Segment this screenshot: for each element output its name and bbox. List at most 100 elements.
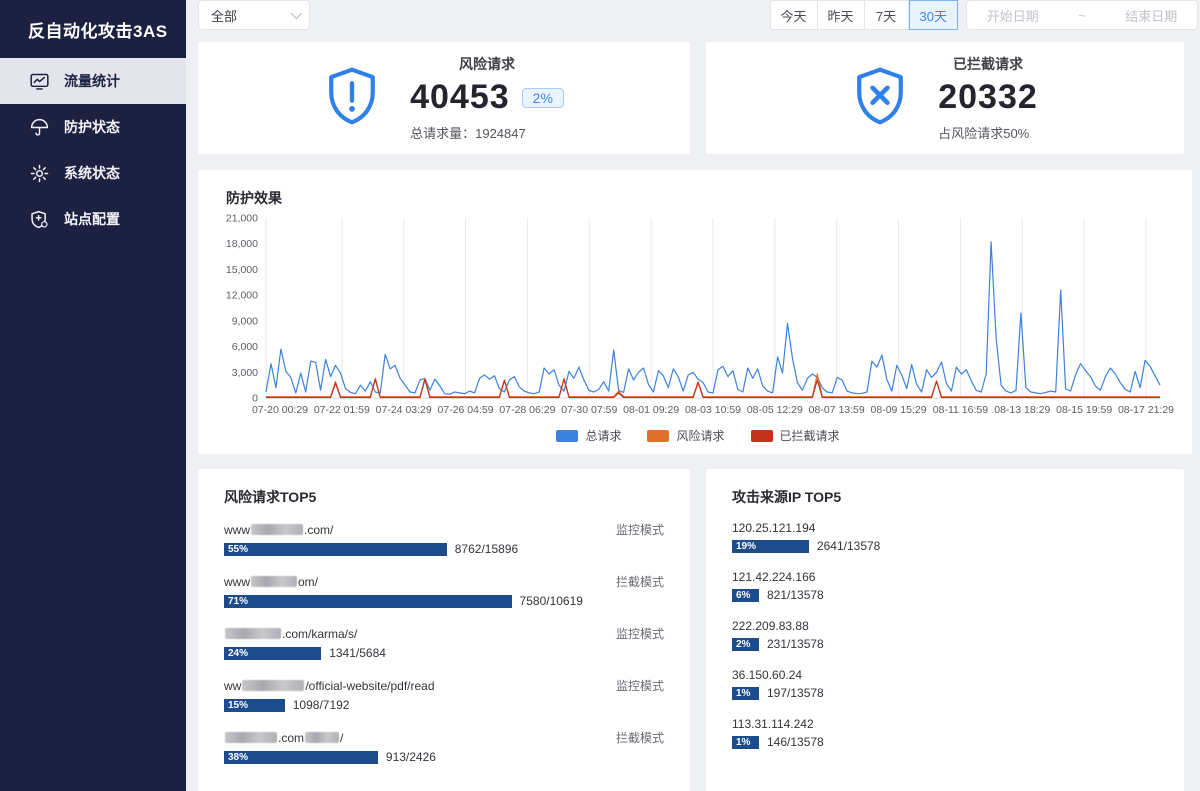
svg-text:08-07 13:59: 08-07 13:59 (809, 404, 865, 416)
chevron-down-icon (290, 7, 303, 20)
date-range-picker[interactable]: 开始日期 ~ 结束日期 (966, 0, 1198, 30)
risk-top5-row: .com/karma/s/监控模式 24% 1341/5684 (224, 625, 664, 660)
risk-requests-value: 40453 (410, 78, 510, 116)
ip-top5-title: 攻击来源IP TOP5 (732, 489, 842, 505)
risk-requests-top5-card: 风险请求TOP5 www .com/监控模式 55% 8762/15896 www om/… (198, 469, 690, 791)
risk-percent-badge: 2% (521, 87, 564, 108)
risk-top5-row: www .com/监控模式 55% 8762/15896 (224, 521, 664, 556)
risk-top5-title: 风险请求TOP5 (224, 489, 317, 505)
svg-text:6,000: 6,000 (232, 341, 258, 353)
svg-text:15,000: 15,000 (226, 264, 258, 276)
risk-requests-title: 风险请求 (459, 56, 515, 72)
request-url: ww/official-website/pdf/read (224, 678, 435, 693)
shield-x-icon (852, 66, 908, 131)
site-filter-select[interactable]: 全部 (198, 0, 310, 30)
redacted-text (225, 628, 281, 639)
protection-mode-label: 监控模式 (615, 523, 664, 537)
site-config-icon (28, 208, 50, 230)
redacted-text (251, 576, 297, 587)
svg-text:07-24 03:29: 07-24 03:29 (376, 404, 432, 416)
ip-count: 2641/13578 (816, 539, 881, 553)
stat-cards-row: 风险请求 40453 2% 总请求量：1924847 已拦截请求 (198, 42, 1192, 154)
line-chart: 0 3,000 6,000 9,000 12,000 15,000 18,000 21,000… (208, 208, 1188, 425)
svg-text:9,000: 9,000 (232, 315, 258, 327)
main-content: 全部 今天 昨天 7天 30天 开始日期 ~ 结束日期 (186, 0, 1200, 791)
protection-mode-label: 拦截模式 (615, 731, 664, 745)
ip-count: 146/13578 (767, 735, 824, 749)
percent-bar: 1% (732, 735, 759, 749)
sidebar-nav: 流量统计防护状态 系统状态站点配置 (0, 58, 186, 242)
redacted-text (242, 680, 305, 691)
ip-count: 197/13578 (767, 686, 824, 700)
request-count: 1098/7192 (292, 698, 350, 712)
risk-requests-body: 风险请求 40453 2% 总请求量：1924847 (410, 54, 564, 142)
svg-text:08-03 10:59: 08-03 10:59 (685, 404, 741, 416)
blocked-requests-card: 已拦截请求 20332 占风险请求50% (706, 42, 1184, 154)
range-button-30天[interactable]: 30天 (908, 0, 958, 30)
sidebar-item-umbrella[interactable]: 防护状态 (0, 104, 186, 150)
legend-item[interactable]: 总请求 (556, 427, 621, 444)
ip-top5-row: 120.25.121.194 19% 2641/13578 (732, 521, 1158, 553)
request-url: .com / (224, 731, 343, 745)
percent-bar: 55% (224, 542, 447, 556)
range-button-今天[interactable]: 今天 (769, 0, 818, 30)
gear-icon (28, 162, 50, 184)
topbar: 全部 今天 昨天 7天 30天 开始日期 ~ 结束日期 (186, 0, 1200, 30)
ip-top5-row: 121.42.224.166 6% 821/13578 (732, 570, 1158, 602)
traffic-stats-icon (28, 70, 50, 92)
svg-text:07-28 06:29: 07-28 06:29 (499, 404, 555, 416)
attack-source-ip-top5-card: 攻击来源IP TOP5 120.25.121.194 19% 2641/13578 1… (706, 469, 1184, 791)
start-date-input[interactable]: 开始日期 (986, 8, 1039, 24)
percent-bar: 1% (732, 686, 759, 700)
end-date-input[interactable]: 结束日期 (1125, 8, 1178, 24)
range-button-7天[interactable]: 7天 (864, 0, 909, 30)
blocked-requests-body: 已拦截请求 20332 占风险请求50% (938, 54, 1038, 142)
svg-text:07-26 04:59: 07-26 04:59 (438, 404, 494, 416)
sidebar-item-traffic-stats[interactable]: 流量统计 (0, 58, 186, 104)
legend-label: 风险请求 (676, 429, 725, 443)
app-title: 反自动化攻击3AS (28, 21, 168, 41)
svg-text:08-15 19:59: 08-15 19:59 (1056, 404, 1112, 416)
svg-text:12,000: 12,000 (226, 290, 258, 302)
risk-top5-list: www .com/监控模式 55% 8762/15896 www om/拦截模式 71% 75… (224, 521, 664, 764)
protection-mode-label: 拦截模式 (615, 575, 664, 589)
blocked-requests-value: 20332 (938, 78, 1038, 116)
ip-top5-list: 120.25.121.194 19% 2641/13578 121.42.224.16… (732, 521, 1158, 749)
risk-top5-row: .com / 拦截模式 38% 913/2426 (224, 729, 664, 764)
sidebar-item-gear[interactable]: 系统状态 (0, 150, 186, 196)
range-button-昨天[interactable]: 昨天 (817, 0, 865, 30)
site-filter-value: 全部 (211, 8, 238, 24)
svg-text:08-09 15:29: 08-09 15:29 (871, 404, 927, 416)
shield-exclamation-icon (324, 66, 380, 131)
blocked-percent-subtitle: 占风险请求50% (938, 126, 1030, 141)
legend-swatch (750, 429, 773, 442)
sidebar: 反自动化攻击3AS 流量统计防护状态 系统状态站点配置 (0, 0, 186, 791)
percent-bar: 6% (732, 588, 759, 602)
sidebar-item-label: 流量统计 (64, 73, 120, 89)
legend-item[interactable]: 风险请求 (647, 427, 725, 444)
svg-text:08-17 21:29: 08-17 21:29 (1118, 404, 1174, 416)
protection-mode-label: 监控模式 (615, 627, 664, 641)
legend-item[interactable]: 已拦截请求 (750, 427, 840, 444)
svg-text:3,000: 3,000 (232, 367, 258, 379)
blocked-requests-title: 已拦截请求 (952, 56, 1023, 72)
total-requests-subtitle: 总请求量：1924847 (410, 126, 526, 141)
svg-text:07-20 00:29: 07-20 00:29 (252, 404, 308, 416)
svg-text:0: 0 (252, 393, 258, 405)
sidebar-item-label: 站点配置 (64, 211, 120, 227)
risk-top5-row: ww/official-website/pdf/read 监控模式 15% 1098/… (224, 677, 664, 712)
date-range-controls: 今天 昨天 7天 30天 开始日期 ~ 结束日期 (769, 0, 1198, 30)
ip-top5-row: 113.31.114.242 1% 146/13578 (732, 717, 1158, 749)
svg-text:07-30 07:59: 07-30 07:59 (561, 404, 617, 416)
percent-bar: 15% (224, 698, 285, 712)
percent-bar: 71% (224, 594, 512, 608)
legend-swatch (647, 429, 670, 442)
request-url: www .com/ (224, 522, 334, 537)
percent-bar: 2% (732, 637, 759, 651)
ip-count: 821/13578 (767, 588, 824, 602)
range-button-group: 今天 昨天 7天 30天 (769, 0, 958, 30)
redacted-text (225, 732, 277, 743)
sidebar-item-site-config[interactable]: 站点配置 (0, 196, 186, 242)
ip-top5-row: 36.150.60.24 1% 197/13578 (732, 668, 1158, 700)
